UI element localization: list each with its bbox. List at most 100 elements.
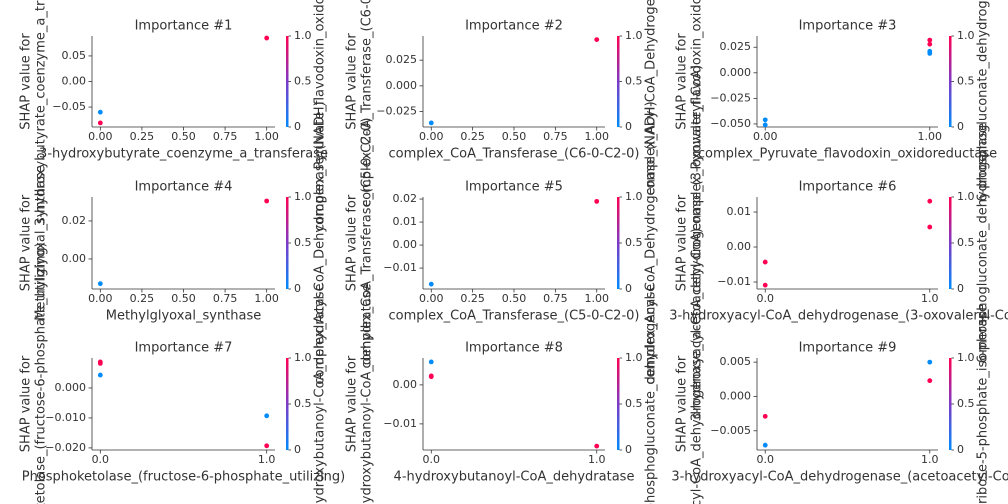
point	[927, 198, 933, 204]
colorbar-label: 6-phosphogluconate_dehydrogenase	[644, 284, 659, 504]
colorbar-tick-label: 1.0	[625, 351, 643, 364]
point	[428, 120, 434, 126]
point	[594, 198, 600, 204]
point	[762, 122, 768, 128]
colorbar-tick-label: 0	[625, 443, 632, 456]
x-axis-label: Phosphoketolase_(fructose-6-phosphate_ut…	[22, 470, 346, 485]
colorbar-label: complex_Acyl-CoA_Dehydrogenase_(NADH)	[644, 101, 659, 384]
x-tick-label: 1.0	[258, 453, 276, 466]
subplot-title: Importance #3	[799, 19, 897, 34]
colorbar-tick-label: 1.0	[957, 351, 975, 364]
x-tick-label: 1.00	[584, 292, 609, 305]
y-axis-label: Methylglyoxal_synthase	[34, 165, 49, 321]
y-tick-label: 0.000	[386, 79, 418, 92]
x-tick-label: 0.75	[543, 292, 568, 305]
subplot-title: Importance #2	[465, 19, 563, 34]
colorbar	[617, 197, 620, 289]
y-axis-label: complex_CoA_Transferase_(C5-0-C2-0)	[360, 118, 375, 369]
subplot: Importance #20.00 0.25 0.50 0.75 1.000.0250.…	[345, 0, 659, 207]
y-tick-label: −0.01	[383, 417, 417, 430]
x-tick-label: 0.75	[213, 292, 238, 305]
y-axis-label: SHAP value for	[675, 194, 690, 291]
y-axis-label: SHAP value for	[19, 355, 34, 452]
y-tick-label: 0.00	[393, 378, 418, 391]
y-tick-label: 0.000	[720, 389, 752, 402]
x-tick-label: 0.00	[88, 292, 113, 305]
y-axis-label: SHAP value for	[19, 33, 34, 130]
x-tick-label: 0.50	[171, 292, 196, 305]
point	[927, 37, 933, 43]
point	[594, 37, 600, 42]
y-tick-label: 0.02	[393, 192, 418, 205]
y-tick-label: 0.05	[62, 49, 87, 62]
x-tick-label: 0.75	[213, 130, 238, 143]
y-tick-label: −0.010	[45, 411, 86, 424]
colorbar-tick-label: 0	[957, 120, 964, 133]
point	[428, 281, 434, 287]
colorbar-tick-label: 0.5	[294, 397, 312, 410]
colorbar-tick-label: 0	[625, 282, 632, 295]
colorbar-tick-label: 1.0	[625, 190, 643, 203]
x-tick-label: 1.00	[584, 130, 609, 143]
x-axis-label: 3-hydroxyacyl-CoA_dehydrogenase_(3-oxova…	[669, 309, 1008, 324]
subplot-title: Importance #4	[135, 180, 233, 195]
colorbar	[949, 36, 952, 127]
colorbar-label: complex_Pyruvate_flavodoxin_oxidoreducta…	[313, 0, 328, 231]
x-tick-label: 0.50	[502, 292, 527, 305]
point	[594, 443, 600, 449]
colorbar	[286, 197, 289, 289]
x-tick-label: 1.0	[921, 453, 939, 466]
y-tick-label: −0.025	[376, 105, 417, 118]
x-axis-label: Methylglyoxal_synthase	[106, 309, 262, 324]
point	[264, 443, 270, 449]
x-tick-label: 0.00	[753, 130, 778, 143]
subplot: Importance #10.00 0.25 0.50 0.75 1.000.050.0…	[19, 0, 328, 231]
colorbar-tick-label: 0	[294, 443, 301, 456]
x-tick-label: 0.25	[460, 130, 485, 143]
y-tick-label: −0.050	[710, 117, 751, 130]
x-axis-label: complex_CoA_Transferase_(C6-0-C2-0)	[389, 147, 640, 162]
subplot-title: Importance #7	[135, 341, 233, 356]
colorbar-tick-label: 1.0	[294, 351, 312, 364]
y-tick-label: 0.01	[393, 215, 418, 228]
x-tick-label: 0.00	[419, 292, 444, 305]
colorbar-tick-label: 0.5	[294, 236, 312, 249]
colorbar-tick-label: 1.0	[294, 29, 312, 42]
subplot: Importance #30.00 1.000.0250.000−0.025−0.…	[675, 0, 998, 231]
y-tick-label: 0.025	[386, 53, 418, 66]
colorbar-tick-label: 1.0	[625, 29, 643, 42]
x-tick-label: 1.00	[918, 130, 943, 143]
y-tick-label: 0.000	[720, 66, 752, 79]
y-tick-label: 0.005	[720, 355, 752, 368]
colorbar-tick-label: 0.5	[625, 397, 643, 410]
y-tick-label: −0.025	[710, 91, 751, 104]
point	[762, 259, 768, 265]
x-tick-label: 0.50	[502, 130, 527, 143]
point	[97, 120, 103, 126]
colorbar-tick-label: 0.5	[957, 75, 975, 88]
colorbar-label: ribose-5-phosphate_isomerase	[976, 304, 991, 504]
point	[97, 109, 103, 115]
point	[762, 413, 768, 419]
y-tick-label: 0.02	[62, 214, 87, 227]
y-axis-label: Phosphoketolase_(fructose-6-phosphate_ut…	[34, 242, 49, 504]
y-tick-label: 0.00	[727, 240, 752, 253]
x-tick-label: 1.0	[588, 453, 606, 466]
y-tick-label: −0.01	[717, 275, 751, 288]
colorbar-tick-label: 0.5	[625, 75, 643, 88]
point	[927, 359, 933, 365]
y-axis-label: SHAP value for	[345, 194, 360, 291]
x-tick-label: 0.0	[756, 292, 774, 305]
x-axis-label: 3-hydroxyacyl-CoA_dehydrogenase_(acetoac…	[671, 470, 1008, 485]
point	[762, 282, 768, 288]
point	[762, 117, 768, 123]
x-tick-label: 0.50	[171, 130, 196, 143]
x-axis-label: 4-hydroxybutanoyl-CoA_dehydratase	[394, 470, 635, 485]
x-tick-label: 1.00	[254, 130, 279, 143]
colorbar-tick-label: 0	[625, 120, 632, 133]
x-tick-label: 0.25	[130, 130, 155, 143]
y-tick-label: 0.01	[727, 205, 752, 218]
subplot: Importance #90.0 1.00.0050.000−0.0053-hyd…	[671, 228, 1008, 504]
point	[264, 198, 270, 204]
